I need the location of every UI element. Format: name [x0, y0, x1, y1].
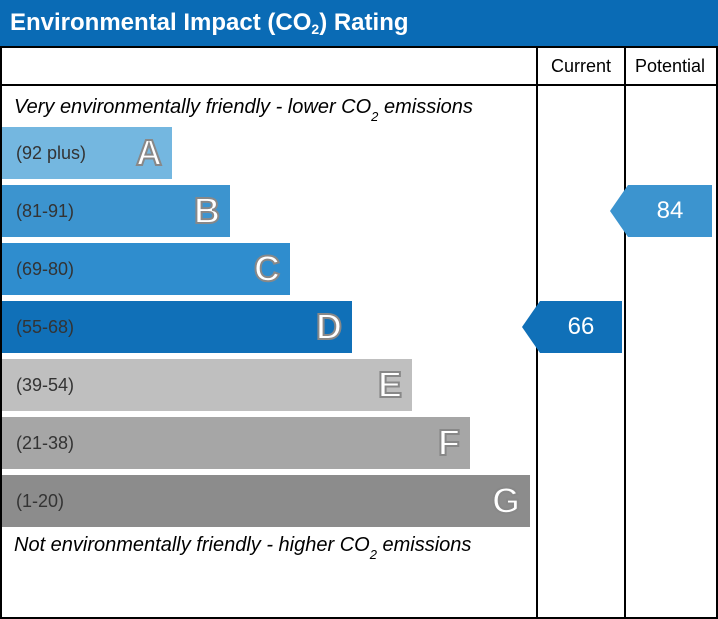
current-badge: 66	[540, 301, 622, 353]
band-d-row: (55-68) D	[2, 298, 536, 356]
rating-chart: Environmental Impact (CO2) Rating Curren…	[0, 0, 718, 619]
band-g-bar: (1-20) G	[2, 475, 530, 527]
band-e-bar: (39-54) E	[2, 359, 412, 411]
current-value: 66	[568, 313, 595, 341]
band-g-range: (1-20)	[16, 491, 64, 512]
band-g-row: (1-20) G	[2, 472, 536, 530]
title-text: Environmental Impact (CO2) Rating	[10, 9, 409, 37]
band-d-letter: D	[316, 306, 342, 348]
title-sub: 2	[311, 21, 319, 37]
band-a-range: (92 plus)	[16, 143, 86, 164]
header-main	[2, 48, 538, 84]
potential-badge: 84	[628, 185, 712, 237]
current-column: 66	[538, 86, 626, 617]
band-d-bar: (55-68) D	[2, 301, 352, 353]
caption-bottom: Not environmentally friendly - higher CO…	[2, 530, 536, 562]
band-b-bar: (81-91) B	[2, 185, 230, 237]
potential-value: 84	[657, 197, 684, 225]
caption-top-sub: 2	[371, 109, 378, 124]
band-b-row: (81-91) B	[2, 182, 536, 240]
band-b-letter: B	[194, 190, 220, 232]
body-row: Very environmentally friendly - lower CO…	[2, 86, 716, 617]
title-post: ) Rating	[319, 9, 408, 36]
caption-top-pre: Very environmentally friendly - lower CO	[14, 96, 371, 118]
band-c-row: (69-80) C	[2, 240, 536, 298]
header-row: Current Potential	[2, 48, 716, 86]
header-current: Current	[538, 48, 626, 84]
band-f-letter: F	[438, 422, 460, 464]
band-d-range: (55-68)	[16, 317, 74, 338]
band-a-letter: A	[136, 132, 162, 174]
band-a-bar: (92 plus) A	[2, 127, 172, 179]
band-f-range: (21-38)	[16, 433, 74, 454]
band-e-row: (39-54) E	[2, 356, 536, 414]
band-c-letter: C	[254, 248, 280, 290]
band-e-range: (39-54)	[16, 375, 74, 396]
caption-top: Very environmentally friendly - lower CO…	[2, 92, 536, 124]
band-f-row: (21-38) F	[2, 414, 536, 472]
caption-bottom-sub: 2	[370, 547, 377, 562]
band-c-range: (69-80)	[16, 259, 74, 280]
band-g-letter: G	[492, 480, 520, 522]
caption-bottom-pre: Not environmentally friendly - higher CO	[14, 534, 370, 556]
chart-column: Very environmentally friendly - lower CO…	[2, 86, 538, 617]
band-f-bar: (21-38) F	[2, 417, 470, 469]
chart-grid: Current Potential Very environmentally f…	[0, 46, 718, 619]
header-potential: Potential	[626, 48, 714, 84]
band-a-row: (92 plus) A	[2, 124, 536, 182]
band-b-range: (81-91)	[16, 201, 74, 222]
band-e-letter: E	[378, 364, 402, 406]
caption-bottom-post: emissions	[377, 534, 471, 556]
title-bar: Environmental Impact (CO2) Rating	[0, 0, 718, 46]
potential-column: 84	[626, 86, 714, 617]
title-pre: Environmental Impact (CO	[10, 9, 311, 36]
band-c-bar: (69-80) C	[2, 243, 290, 295]
caption-top-post: emissions	[378, 96, 472, 118]
bars-area: (92 plus) A (81-91) B (69-80) C	[2, 124, 536, 530]
